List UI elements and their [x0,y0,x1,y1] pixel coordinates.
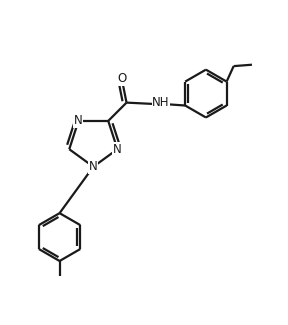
Text: N: N [74,114,83,127]
Text: NH: NH [152,96,170,109]
Text: N: N [89,160,98,173]
Text: O: O [118,72,127,85]
Text: N: N [113,143,122,156]
